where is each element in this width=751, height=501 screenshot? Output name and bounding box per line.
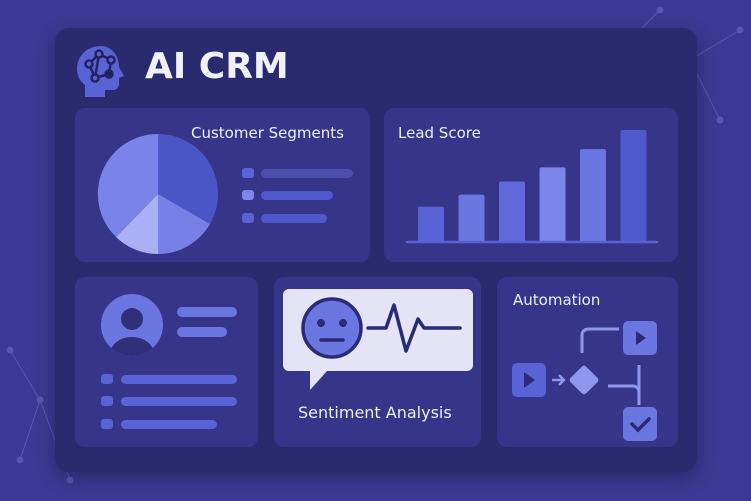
automation-card[interactable]: Automation: [497, 277, 678, 447]
bar: [458, 194, 485, 242]
sentiment-title: Sentiment Analysis: [298, 403, 452, 422]
pie-slice: [116, 194, 158, 255]
pie-slice: [97, 133, 158, 237]
list-bullet: [101, 374, 113, 384]
profile-line: [177, 307, 237, 317]
list-bullet: [101, 396, 113, 406]
workflow-diagram: [512, 321, 657, 441]
pie-slice: [158, 133, 219, 224]
check-step-icon: [623, 407, 657, 441]
heartbeat-icon: [366, 303, 462, 353]
bar: [580, 149, 606, 242]
bar: [499, 181, 525, 242]
neutral-face-icon: [301, 297, 363, 359]
network-decoration: [6, 346, 74, 484]
sentiment-analysis-card[interactable]: Sentiment Analysis: [274, 277, 481, 447]
lead-score-card[interactable]: Lead Score: [384, 108, 678, 262]
automation-title: Automation: [513, 291, 601, 309]
legend-swatch: [242, 168, 254, 178]
list-line: [121, 420, 217, 429]
bar: [539, 167, 566, 242]
legend-line: [261, 191, 333, 200]
customer-segments-title: Customer Segments: [191, 124, 344, 142]
legend-line: [261, 214, 327, 223]
dashboard-panel: AI CRM Customer Segments Lead Score: [55, 28, 697, 472]
user-avatar-icon: [101, 294, 163, 356]
contact-profile-card[interactable]: [75, 277, 258, 447]
legend-swatch: [242, 190, 254, 200]
legend-swatch: [242, 213, 254, 223]
customer-segments-card[interactable]: Customer Segments: [75, 108, 370, 262]
list-bullet: [101, 419, 113, 429]
lead-score-title: Lead Score: [398, 124, 481, 142]
pie-slice: [158, 194, 210, 255]
list-line: [121, 397, 237, 406]
arrow-icon: [552, 374, 566, 386]
bar: [620, 130, 647, 242]
bar: [418, 206, 444, 242]
pie-chart: [97, 133, 219, 255]
legend-line: [261, 169, 353, 178]
lead-score-bar-chart: [406, 130, 658, 244]
app-title: AI CRM: [145, 46, 289, 87]
brain-network-icon: [77, 46, 124, 97]
list-line: [121, 375, 237, 384]
decision-diamond-icon: [569, 365, 599, 395]
profile-line: [177, 327, 227, 337]
